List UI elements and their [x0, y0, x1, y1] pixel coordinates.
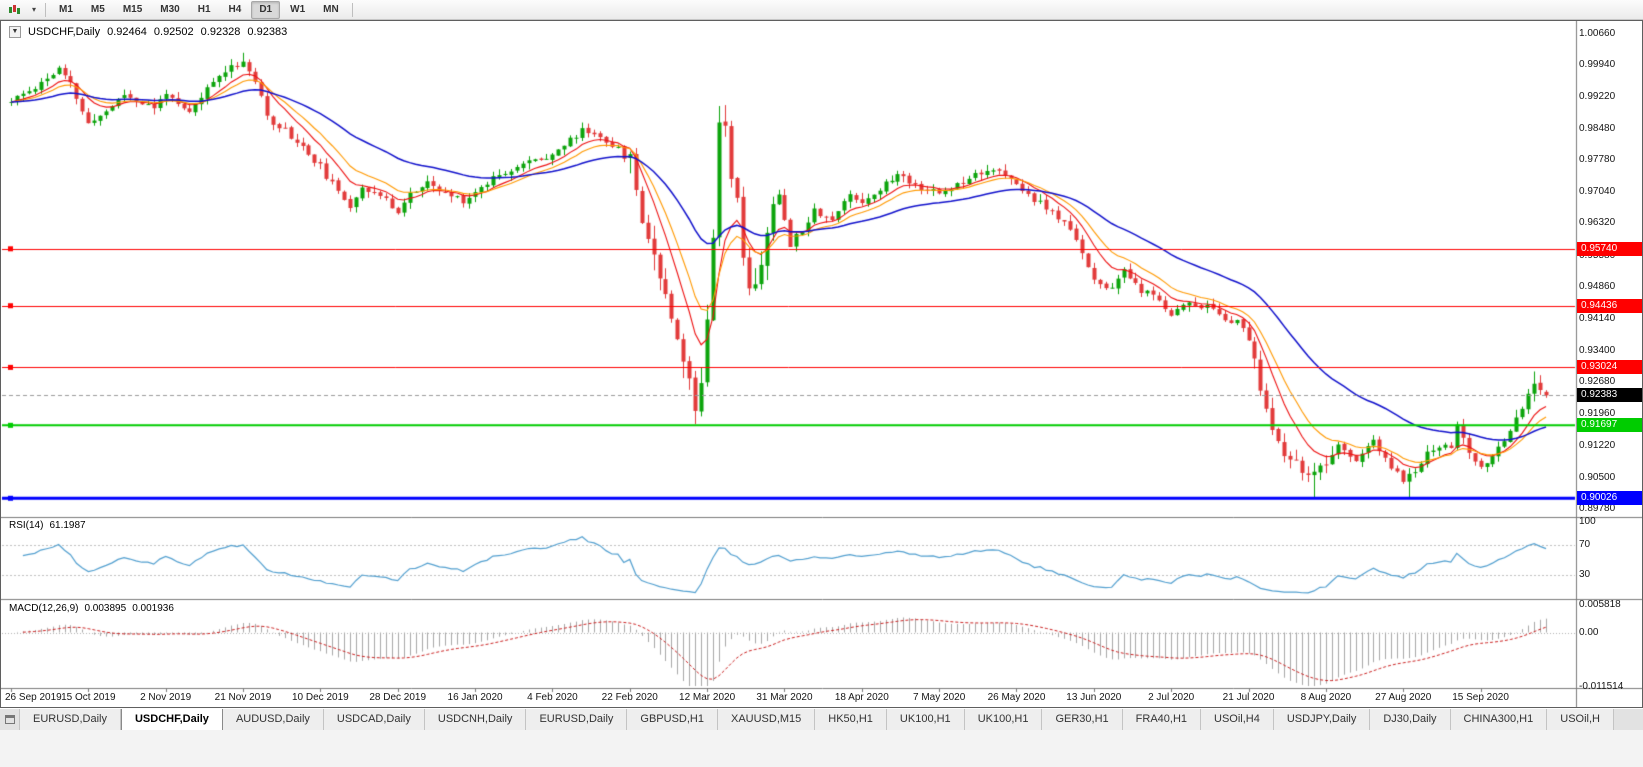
chart-tab-2-audusd-daily[interactable]: AUDUSD,Daily	[222, 709, 324, 730]
timeframe-button-w1[interactable]: W1	[290, 3, 306, 15]
chart-type-candles-icon[interactable]	[4, 2, 26, 18]
ohlc-high: 0.92502	[153, 26, 194, 38]
rsi-value: 61.1987	[49, 520, 86, 531]
timeframe-button-m1[interactable]: M1	[59, 3, 73, 15]
chart-window: ▼ USDCHF,Daily 0.92464 0.92502 0.92328 0…	[0, 20, 1643, 708]
chart-tabs: EURUSD,Daily USDCHF,Daily AUDUSD,Daily USDC…	[0, 708, 1643, 730]
timeframe-button-d1[interactable]: D1	[251, 0, 281, 19]
chart-tab-13-usoil-h4[interactable]: USOil,H4	[1201, 709, 1274, 730]
chart-tab-11-ger30-h1[interactable]: GER30,H1	[1042, 709, 1123, 730]
chart-tab-8-hk50-h1[interactable]: HK50,H1	[815, 709, 887, 730]
ohlc-close: 0.92383	[247, 26, 288, 38]
rsi-name: RSI(14)	[9, 520, 44, 531]
chart-tab-15-dj30-daily[interactable]: DJ30,Daily	[1370, 709, 1451, 730]
ohlc-open: 0.92464	[107, 26, 147, 38]
chart-tab-12-fra40-h1[interactable]: FRA40,H1	[1122, 709, 1202, 730]
rsi-label: RSI(14) 61.1987	[9, 520, 86, 531]
chart-collapse-icon[interactable]: ▼	[9, 26, 21, 38]
timeframe-button-mn[interactable]: MN	[323, 3, 339, 15]
chart-tab-1-usdchf-daily[interactable]: USDCHF,Daily	[120, 709, 223, 730]
chart-tab-9-uk100-h1[interactable]: UK100,H1	[886, 709, 965, 730]
timeframe-button-h4[interactable]: H4	[228, 3, 242, 15]
ohlc-low: 0.92328	[200, 26, 241, 38]
window-list-icon[interactable]	[0, 709, 20, 730]
chart-tab-14-usdjpy-daily[interactable]: USDJPY,Daily	[1273, 709, 1371, 730]
chart-tab-4-usdcnh-daily[interactable]: USDCNH,Daily	[424, 709, 527, 730]
macd-label: MACD(12,26,9) 0.003895 0.001936	[9, 603, 174, 614]
toolbar-separator	[45, 2, 47, 17]
chart-header: ▼ USDCHF,Daily 0.92464 0.92502 0.92328 0…	[9, 26, 287, 38]
chart-tab-10-uk100-h1[interactable]: UK100,H1	[964, 709, 1043, 730]
macd-signal-value: 0.001936	[132, 603, 174, 614]
timeframe-buttons: M1 M5 M15 M30 H1 H4 D1 W1 MN	[50, 0, 348, 19]
timeframes-toolbar: ▾ M1 M5 M15 M30 H1 H4 D1 W1 MN	[0, 0, 1643, 20]
chevron-down-icon: ▾	[32, 4, 37, 14]
chart-tab-7-xauusd-m15[interactable]: XAUUSD,M15	[717, 709, 816, 730]
macd-main-value: 0.003895	[84, 603, 127, 614]
chart-tab-3-usdcad-daily[interactable]: USDCAD,Daily	[323, 709, 425, 730]
chart-tab-16-china300-h1[interactable]: CHINA300,H1	[1450, 709, 1548, 730]
timeframe-button-m15[interactable]: M15	[122, 3, 143, 15]
toolbar-separator	[351, 2, 353, 17]
chart-type-dropdown-icon[interactable]: ▾	[28, 2, 40, 18]
chart-tab-0-eurusd-daily[interactable]: EURUSD,Daily	[20, 709, 121, 730]
status-bar	[0, 730, 1643, 767]
timeframe-button-m5[interactable]: M5	[90, 3, 105, 15]
chart-symbol-label: USDCHF,Daily	[28, 26, 101, 38]
timeframe-button-m30[interactable]: M30	[160, 3, 180, 15]
chart-tab-6-gbpusd-h1[interactable]: GBPUSD,H1	[627, 709, 718, 730]
candlestick-glyph	[9, 4, 20, 14]
chart-tab-5-eurusd-daily[interactable]: EURUSD,Daily	[526, 709, 628, 730]
macd-name: MACD(12,26,9)	[9, 603, 79, 614]
chart-canvas[interactable]	[1, 21, 1642, 707]
chart-tab-17-usoil-h[interactable]: USOil,H	[1547, 709, 1614, 730]
timeframe-button-h1[interactable]: H1	[197, 3, 211, 15]
